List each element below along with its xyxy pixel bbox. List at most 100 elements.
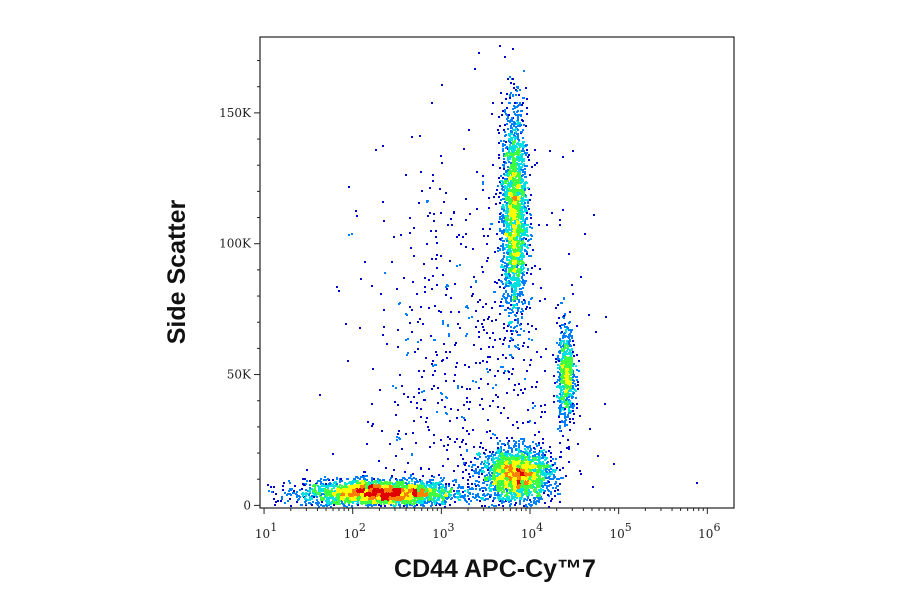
data-point: [301, 504, 303, 506]
data-point: [448, 483, 450, 485]
data-point: [387, 496, 389, 498]
data-point: [518, 440, 520, 442]
data-point: [506, 437, 508, 439]
data-point: [494, 486, 496, 488]
data-point: [489, 494, 491, 496]
data-point: [409, 493, 411, 495]
data-point: [469, 493, 471, 495]
data-point: [501, 500, 503, 502]
data-point: [411, 478, 413, 480]
data-point: [548, 506, 550, 508]
data-point: [489, 496, 491, 498]
data-point: [372, 490, 374, 492]
data-point: [476, 499, 478, 501]
data-point: [496, 479, 498, 481]
data-point: [375, 483, 377, 485]
data-point: [528, 465, 530, 467]
data-point: [482, 497, 484, 499]
data-point: [511, 451, 513, 453]
data-point: [351, 493, 353, 495]
data-point: [542, 473, 544, 475]
data-point: [499, 467, 501, 469]
data-point: [542, 461, 544, 463]
data-point: [514, 504, 516, 506]
data-point: [551, 478, 553, 480]
data-point: [439, 504, 441, 506]
data-point: [363, 476, 365, 478]
data-point: [306, 480, 308, 482]
data-point: [485, 456, 487, 458]
data-point: [347, 489, 349, 491]
data-point: [478, 485, 480, 487]
data-point: [513, 468, 515, 470]
data-point: [539, 485, 541, 487]
data-point: [344, 502, 346, 504]
data-point: [281, 496, 283, 498]
data-point: [430, 482, 432, 484]
data-point: [558, 478, 560, 480]
data-point: [336, 497, 338, 499]
data-point: [518, 457, 520, 459]
data-point: [524, 498, 526, 500]
data-point: [424, 491, 426, 493]
data-point: [333, 504, 335, 506]
data-point: [526, 453, 528, 455]
data-point: [451, 488, 453, 490]
data-point: [428, 485, 430, 487]
data-point: [315, 502, 317, 504]
data-point: [477, 466, 479, 468]
data-point: [380, 505, 382, 507]
data-point: [302, 483, 304, 485]
data-point: [520, 488, 522, 490]
data-point: [554, 495, 556, 497]
data-point: [560, 451, 562, 453]
data-point: [479, 446, 481, 448]
data-point: [369, 495, 371, 497]
data-point: [544, 459, 546, 461]
data-point: [543, 466, 545, 468]
data-point: [488, 472, 490, 474]
data-point: [411, 490, 413, 492]
data-point: [430, 496, 432, 498]
data-point: [526, 446, 528, 448]
data-point: [271, 491, 273, 493]
data-point: [511, 485, 513, 487]
data-point: [366, 479, 368, 481]
data-point: [491, 481, 493, 483]
data-point: [363, 502, 365, 504]
data-point: [317, 501, 319, 503]
data-point: [320, 499, 322, 501]
data-point: [550, 456, 552, 458]
data-point: [433, 486, 435, 488]
data-point: [510, 455, 512, 457]
data-point: [440, 477, 442, 479]
data-point: [389, 483, 391, 485]
data-point: [389, 497, 391, 499]
data-point: [334, 490, 336, 492]
data-point: [476, 495, 478, 497]
data-point: [426, 502, 428, 504]
data-point: [492, 458, 494, 460]
data-point: [305, 503, 307, 505]
data-point: [515, 445, 517, 447]
data-point: [337, 486, 339, 488]
data-point: [515, 502, 517, 504]
data-point: [302, 495, 304, 497]
data-points: [267, 45, 698, 508]
data-point: [398, 501, 400, 503]
data-point: [308, 490, 310, 492]
data-point: [533, 470, 535, 472]
data-point: [311, 498, 313, 500]
data-point: [562, 477, 564, 479]
data-point: [438, 491, 440, 493]
data-point: [359, 488, 361, 490]
data-point: [318, 490, 320, 492]
data-point: [435, 489, 437, 491]
data-point: [508, 445, 510, 447]
data-point: [426, 481, 428, 483]
data-point: [394, 498, 396, 500]
data-point: [544, 475, 546, 477]
data-point: [419, 497, 421, 499]
data-point: [523, 505, 525, 507]
data-point: [371, 484, 373, 486]
